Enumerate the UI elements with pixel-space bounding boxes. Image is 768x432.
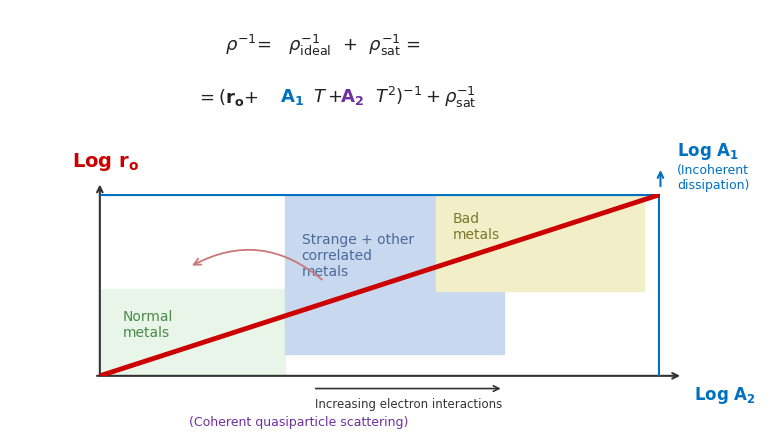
Text: $T^2)^{-1} + \rho^{-1}_{\rm sat}$: $T^2)^{-1} + \rho^{-1}_{\rm sat}$ [375,85,476,110]
Bar [100,289,285,376]
Text: (Incoherent
dissipation): (Incoherent dissipation) [677,164,750,191]
Text: Increasing electron interactions: Increasing electron interactions [315,397,502,410]
Text: $T + $: $T + $ [313,88,343,106]
Text: $= (\mathbf{r_o}$+: $= (\mathbf{r_o}$+ [196,87,260,108]
Text: Normal
metals: Normal metals [122,310,173,340]
Text: (Coherent quasiparticle scattering): (Coherent quasiparticle scattering) [189,416,409,429]
Text: Log $\mathbf{A_1}$: Log $\mathbf{A_1}$ [677,141,740,162]
Text: Bad
metals: Bad metals [453,212,500,242]
Bar [436,194,644,291]
FancyArrowPatch shape [194,250,322,280]
Text: Log r$_\mathregular{o}$: Log r$_\mathregular{o}$ [72,151,139,173]
Text: Strange + other
correlated
metals: Strange + other correlated metals [302,233,414,280]
Text: $\mathbf{A_2}$: $\mathbf{A_2}$ [340,87,364,107]
Text: $\rho^{-1}$=   $\rho^{-1}_{\rm ideal}$  +  $\rho^{-1}_{\rm sat}$ =: $\rho^{-1}$= $\rho^{-1}_{\rm ideal}$ + $… [224,33,421,58]
Bar [285,194,504,354]
Text: $\mathbf{A_1}$: $\mathbf{A_1}$ [280,87,304,107]
Text: Log $\mathbf{A_2}$: Log $\mathbf{A_2}$ [694,385,756,406]
